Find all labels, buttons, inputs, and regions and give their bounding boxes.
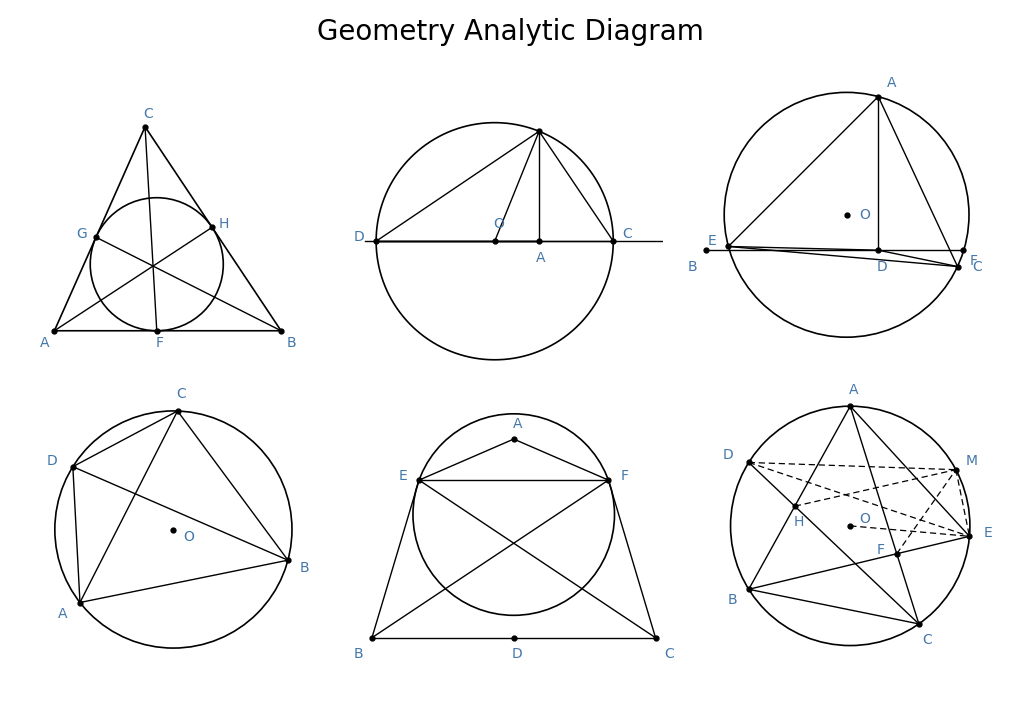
Text: D: D	[354, 230, 365, 244]
Text: E: E	[397, 469, 407, 484]
Text: D: D	[875, 260, 887, 273]
Text: H: H	[218, 217, 228, 232]
Text: C: C	[176, 387, 186, 401]
Text: A: A	[535, 251, 545, 265]
Text: A: A	[848, 383, 858, 397]
Text: C: C	[143, 107, 153, 121]
Text: D: D	[722, 448, 733, 462]
Text: E: E	[982, 526, 991, 539]
Text: F: F	[876, 543, 883, 557]
Text: A: A	[58, 607, 68, 621]
Text: Geometry Analytic Diagram: Geometry Analytic Diagram	[316, 18, 703, 46]
Text: F: F	[156, 336, 163, 350]
Text: F: F	[621, 469, 629, 484]
Text: E: E	[707, 234, 715, 248]
Text: O: O	[183, 530, 194, 544]
Text: A: A	[40, 336, 49, 350]
Text: F: F	[969, 253, 977, 268]
Text: B: B	[300, 561, 310, 575]
Text: B: B	[728, 593, 737, 607]
Text: C: C	[971, 260, 980, 273]
Text: G: G	[76, 227, 87, 241]
Text: C: C	[622, 227, 632, 241]
Text: A: A	[886, 76, 896, 90]
Text: C: C	[663, 647, 674, 661]
Text: B: B	[286, 336, 296, 350]
Text: O: O	[492, 217, 503, 232]
Text: O: O	[859, 208, 870, 222]
Text: H: H	[793, 515, 803, 529]
Text: B: B	[687, 260, 696, 273]
Text: M: M	[965, 454, 977, 468]
Text: D: D	[512, 647, 523, 661]
Text: A: A	[513, 417, 522, 431]
Text: O: O	[858, 512, 869, 526]
Text: D: D	[47, 453, 57, 467]
Text: C: C	[922, 633, 931, 647]
Text: B: B	[354, 647, 363, 661]
